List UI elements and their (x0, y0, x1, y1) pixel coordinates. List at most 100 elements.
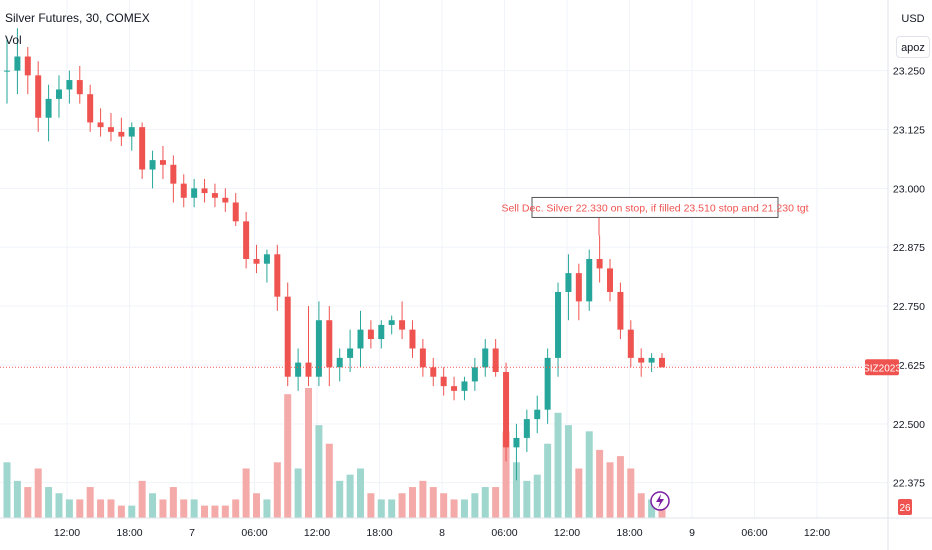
candle-body (55, 89, 62, 99)
x-tick-label: 06:00 (491, 527, 517, 539)
volume-bar (305, 388, 313, 518)
volume-bar (13, 480, 21, 518)
volume-bar (481, 487, 489, 518)
y-tick-label: 23.000 (893, 183, 925, 195)
candle-body (638, 357, 645, 363)
volume-bar (596, 449, 604, 518)
candle-body (315, 320, 322, 377)
x-tick-label: 12:00 (54, 527, 80, 539)
candle-body (201, 188, 208, 194)
lightning-icon[interactable] (650, 491, 670, 511)
candle-body (336, 357, 343, 368)
volume-bar (24, 487, 32, 518)
candle-body (118, 131, 125, 137)
volume-bar (637, 493, 645, 518)
volume-bar (367, 493, 375, 518)
volume-bar (45, 487, 53, 518)
volume-bar (107, 499, 115, 518)
annotation-box (531, 196, 779, 218)
volume-bar (440, 493, 448, 518)
volume-bar (502, 431, 510, 518)
candle-body (357, 329, 364, 349)
volume-bar (65, 499, 73, 518)
y-tick-label: 22.875 (893, 242, 925, 254)
candle-body (596, 259, 603, 269)
volume-bar (606, 462, 614, 518)
volume-badge: 26 (898, 499, 912, 515)
currency-button[interactable]: USD (901, 13, 925, 25)
x-tick-label: 12:00 (304, 527, 330, 539)
volume-bar (128, 505, 136, 518)
volume-bar (377, 499, 385, 518)
volume-bar (180, 499, 188, 518)
time-axis[interactable]: 12:00 18:00 7 06:00 12:00 18:00 8 06:00 12:00 18:… (54, 527, 830, 539)
candle-body (419, 348, 426, 368)
volume-bar (169, 487, 177, 518)
chart-title: Silver Futures, 30, COMEX (5, 11, 150, 25)
volume-bars (3, 388, 666, 518)
x-tick-label: 12:00 (554, 527, 580, 539)
volume-bar (408, 487, 416, 518)
candle-body (440, 376, 447, 387)
candle-body (191, 188, 198, 198)
candle-body (45, 98, 52, 118)
volume-bar (315, 425, 323, 518)
volume-bar (3, 462, 11, 518)
candle-body (648, 357, 655, 363)
candle-body (523, 419, 530, 438)
candle-body (107, 127, 114, 132)
candle-body (66, 80, 73, 90)
volume-bar (523, 480, 531, 518)
volume-bar (190, 499, 198, 518)
volume-bar (34, 468, 42, 518)
candle-body (503, 372, 510, 448)
volume-bar (232, 499, 240, 518)
candle-body (482, 348, 489, 368)
candle-body (409, 329, 416, 349)
candle-body (76, 80, 83, 95)
volume-bar (356, 468, 364, 518)
candle-body (87, 94, 94, 123)
y-tick-label: 22.375 (893, 478, 925, 490)
x-tick-label: 06:00 (241, 527, 267, 539)
candle-body (575, 273, 582, 302)
candle-body (544, 357, 551, 410)
candle-body (274, 254, 281, 297)
candle-body (451, 386, 458, 391)
candle-body (627, 329, 634, 358)
x-tick-label: 9 (689, 527, 695, 539)
volume-bar (325, 443, 333, 518)
volume-bar (97, 499, 105, 518)
x-tick-label: 06:00 (741, 527, 767, 539)
volume-indicator-label[interactable]: Vol (5, 33, 22, 47)
candle-body (399, 320, 406, 330)
y-tick-label: 23.250 (893, 66, 925, 78)
candle-body (128, 127, 135, 137)
x-tick-label: 12:00 (804, 527, 830, 539)
x-tick-label: 8 (439, 527, 445, 539)
candle-body (492, 348, 499, 373)
volume-bar (86, 487, 94, 518)
price-label-symbol: SIZ2023 (863, 363, 901, 374)
candle-body (263, 254, 270, 264)
volume-bar (55, 493, 63, 518)
candle-body (430, 367, 437, 377)
volume-bar (221, 505, 229, 518)
volume-bar (575, 468, 583, 518)
volume-bar (419, 480, 427, 518)
user-tag[interactable]: apoz (896, 36, 930, 58)
volume-bar (554, 412, 562, 518)
candle-body (35, 75, 42, 118)
volume-bar (159, 499, 167, 518)
candle-body (243, 221, 250, 259)
candle-body (159, 160, 166, 165)
volume-bar (460, 499, 468, 518)
volume-bar (294, 468, 302, 518)
volume-bar (585, 431, 593, 518)
candle-body (284, 296, 291, 377)
x-tick-label: 7 (189, 527, 195, 539)
candle-body (388, 320, 395, 325)
volume-bar (117, 505, 125, 518)
